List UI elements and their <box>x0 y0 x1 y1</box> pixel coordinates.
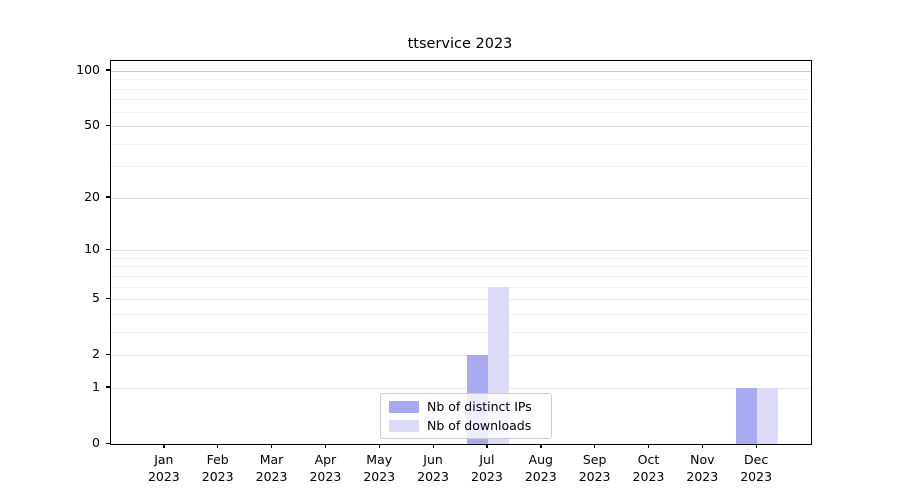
x-axis-tick <box>432 444 434 449</box>
legend-swatch <box>389 400 419 413</box>
y-axis-tick <box>106 442 110 444</box>
y-axis-tick <box>106 248 110 250</box>
y-axis-tick <box>106 69 110 71</box>
chart-title: ttservice 2023 <box>407 36 513 52</box>
legend-entry: Nb of downloads <box>389 418 543 433</box>
x-axis-tick <box>755 444 757 449</box>
y-axis-tick <box>106 196 110 198</box>
y-tick-label: 10 <box>84 241 100 257</box>
x-tick-label: Mar 2023 <box>255 452 288 484</box>
minor-gridline <box>111 331 811 333</box>
x-axis-tick <box>594 444 596 449</box>
y-tick-label: 2 <box>92 346 100 362</box>
minor-gridline <box>111 143 811 145</box>
major-gridline <box>111 250 811 252</box>
x-axis-tick <box>324 444 327 449</box>
minor-gridline <box>111 88 811 90</box>
x-axis-tick <box>540 444 542 449</box>
legend-label: Nb of distinct IPs <box>427 399 532 414</box>
y-tick-label: 1 <box>92 378 100 394</box>
major-gridline <box>111 355 811 357</box>
x-tick-label: Nov 2023 <box>686 452 719 484</box>
y-axis-tick <box>106 297 110 299</box>
minor-gridline <box>111 79 811 81</box>
x-tick-label: Aug 2023 <box>524 452 557 484</box>
x-axis-tick <box>271 444 273 449</box>
x-axis-tick <box>701 444 704 449</box>
y-axis-tick <box>106 353 110 355</box>
minor-gridline <box>111 257 811 259</box>
x-tick-label: Apr 2023 <box>309 452 342 484</box>
major-gridline <box>111 387 811 389</box>
x-tick-label: Sep 2023 <box>578 452 611 484</box>
minor-gridline <box>111 166 811 168</box>
major-gridline <box>111 197 811 199</box>
legend: Nb of distinct IPs Nb of downloads <box>380 393 552 439</box>
minor-gridline <box>111 286 811 288</box>
y-tick-label: 5 <box>92 290 100 306</box>
y-axis-tick <box>106 124 110 126</box>
bar-dec-distinct-ips <box>736 387 758 444</box>
x-axis-tick <box>486 444 488 449</box>
minor-gridline <box>111 111 811 113</box>
x-tick-label: Jun 2023 <box>417 452 449 484</box>
y-axis-tick <box>106 386 110 388</box>
legend-label: Nb of downloads <box>427 418 532 433</box>
y-tick-label: 100 <box>76 61 100 77</box>
x-tick-label: Jul 2023 <box>471 452 503 484</box>
x-axis-tick <box>217 444 219 449</box>
major-gridline <box>111 126 811 128</box>
x-tick-label: Feb 2023 <box>201 452 234 484</box>
legend-entry: Nb of distinct IPs <box>389 399 543 414</box>
x-tick-label: Dec 2023 <box>740 452 773 484</box>
major-gridline <box>111 299 811 301</box>
x-tick-label: Jan 2023 <box>147 452 180 484</box>
major-gridline <box>111 70 811 72</box>
plot-area <box>110 60 812 445</box>
x-tick-label: May 2023 <box>363 452 396 484</box>
legend-swatch <box>389 419 419 432</box>
bar-dec-downloads <box>757 387 779 444</box>
x-tick-label: Oct 2023 <box>632 452 665 484</box>
minor-gridline <box>111 99 811 101</box>
x-axis-tick <box>163 444 165 449</box>
y-tick-label: 50 <box>84 117 100 133</box>
y-tick-label: 20 <box>84 188 100 204</box>
x-axis-tick <box>378 444 381 449</box>
minor-gridline <box>111 275 811 277</box>
x-axis-tick <box>647 444 650 449</box>
y-tick-label: 0 <box>92 435 100 450</box>
minor-gridline <box>111 266 811 268</box>
minor-gridline <box>111 313 811 315</box>
